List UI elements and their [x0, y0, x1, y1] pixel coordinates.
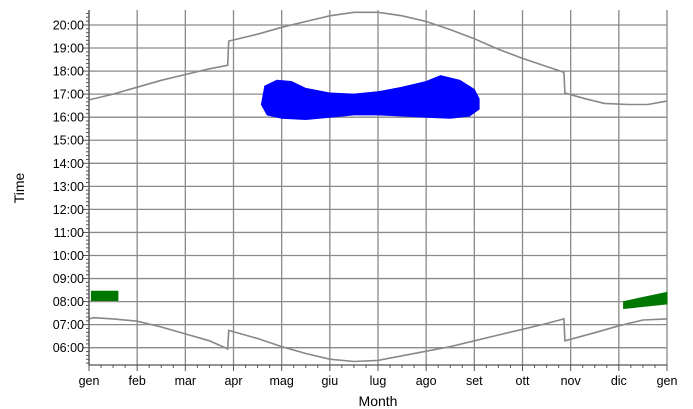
x-tick-label: ago	[416, 374, 437, 388]
series-layer	[88, 11, 668, 363]
x-tick-label: gen	[79, 374, 100, 388]
y-tick-label: 17:00	[53, 88, 84, 102]
y-tick-label: 10:00	[53, 249, 84, 263]
y-tick-label: 13:00	[53, 180, 84, 194]
y-tick-label: 20:00	[53, 18, 84, 32]
x-tick-label: gen	[657, 374, 678, 388]
y-tick-label: 16:00	[53, 111, 84, 125]
series-area-3	[90, 290, 119, 301]
y-tick-label: 15:00	[53, 134, 84, 148]
y-tick-label: 11:00	[54, 226, 84, 240]
x-tick-label: ott	[516, 374, 530, 388]
grid	[88, 10, 668, 365]
x-tick-label: giu	[321, 374, 338, 388]
axes	[83, 10, 668, 371]
y-tick-label: 07:00	[53, 318, 84, 332]
series-area-4	[623, 291, 668, 310]
x-tick-label: nov	[561, 374, 582, 388]
y-axis-title: Time	[11, 172, 27, 203]
series-line-1	[88, 316, 668, 363]
x-tick-label: set	[466, 374, 483, 388]
tick-labels: gen feb mar apr mag giu lug ago set ott nov dic gen 0…	[53, 18, 678, 388]
series-line-0	[88, 11, 668, 106]
y-tick-label: 08:00	[53, 295, 84, 309]
y-tick-label: 19:00	[53, 42, 84, 56]
x-tick-label: lug	[370, 374, 387, 388]
x-tick-label: feb	[128, 374, 145, 388]
x-tick-label: apr	[224, 374, 242, 388]
y-tick-label: 18:00	[53, 65, 84, 79]
x-tick-label: mag	[270, 374, 294, 388]
y-tick-label: 12:00	[53, 203, 84, 217]
series-area-2	[260, 75, 480, 121]
y-tick-label: 14:00	[53, 157, 84, 171]
y-tick-label: 06:00	[53, 341, 84, 355]
x-axis-title: Month	[359, 393, 398, 409]
y-tick-label: 09:00	[53, 272, 84, 286]
x-tick-label: dic	[611, 374, 627, 388]
x-tick-label: mar	[175, 374, 197, 388]
